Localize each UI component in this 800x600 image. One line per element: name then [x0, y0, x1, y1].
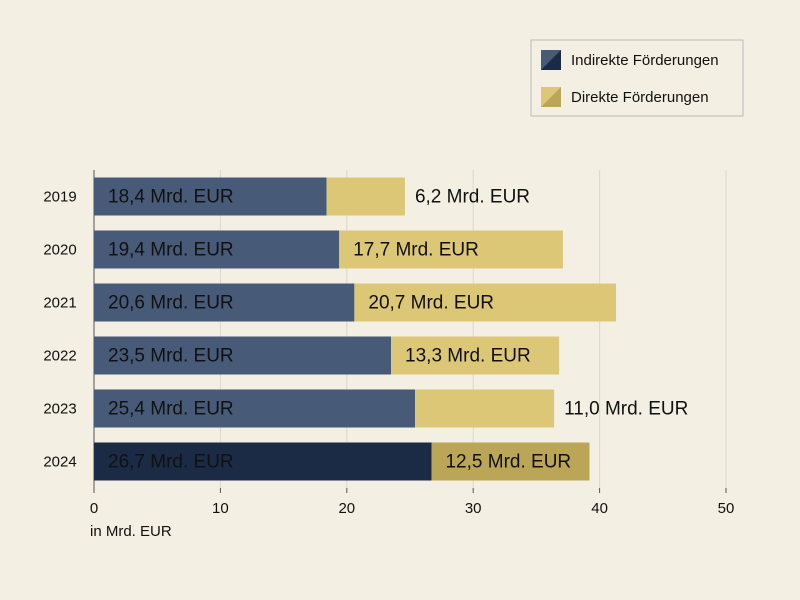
data-label: 12,5 Mrd. EUR — [445, 452, 571, 473]
data-label: 17,7 Mrd. EUR — [353, 240, 479, 261]
bar-segment — [94, 442, 432, 481]
data-label: 11,0 Mrd. EUR — [564, 399, 688, 420]
bar-segment — [415, 389, 555, 428]
legend-box — [530, 39, 744, 117]
y-tick-label: 2019 — [43, 188, 76, 205]
data-label: 20,6 Mrd. EUR — [108, 293, 234, 314]
data-label: 20,7 Mrd. EUR — [368, 293, 494, 314]
data-label: 19,4 Mrd. EUR — [108, 240, 234, 261]
data-label: 18,4 Mrd. EUR — [108, 187, 234, 208]
data-label: 25,4 Mrd. EUR — [108, 399, 234, 420]
bar-segment — [94, 283, 355, 322]
x-tick-label: 10 — [212, 500, 229, 517]
bar-segment — [339, 230, 563, 269]
data-label: 23,5 Mrd. EUR — [108, 346, 234, 367]
y-tick-label: 2024 — [43, 453, 76, 470]
data-label: 6,2 Mrd. EUR — [415, 187, 530, 208]
x-tick-label: 50 — [718, 500, 735, 517]
x-tick-label: 30 — [465, 500, 482, 517]
bar-segment — [391, 336, 560, 375]
y-tick-label: 2020 — [43, 241, 76, 258]
legend-label: Direkte Förderungen — [571, 89, 709, 106]
bar-segment — [94, 230, 340, 269]
bar-segment — [326, 177, 405, 216]
x-tick-label: 0 — [90, 500, 98, 517]
x-tick-label: 20 — [338, 500, 355, 517]
data-label: 13,3 Mrd. EUR — [405, 346, 531, 367]
bar-segment — [94, 336, 392, 375]
x-axis-label: in Mrd. EUR — [90, 523, 172, 540]
legend-swatch-shade — [541, 50, 561, 70]
data-label: 26,7 Mrd. EUR — [108, 452, 234, 473]
y-tick-label: 2023 — [43, 400, 76, 417]
bar-segment — [94, 389, 416, 428]
x-tick-label: 40 — [591, 500, 608, 517]
bar-segment — [94, 177, 327, 216]
legend-swatch-shade — [541, 87, 561, 107]
y-tick-label: 2022 — [43, 347, 76, 364]
legend-label: Indirekte Förderungen — [571, 52, 719, 69]
y-tick-label: 2021 — [43, 294, 76, 311]
bar-segment — [431, 442, 590, 481]
bar-segment — [354, 283, 617, 322]
